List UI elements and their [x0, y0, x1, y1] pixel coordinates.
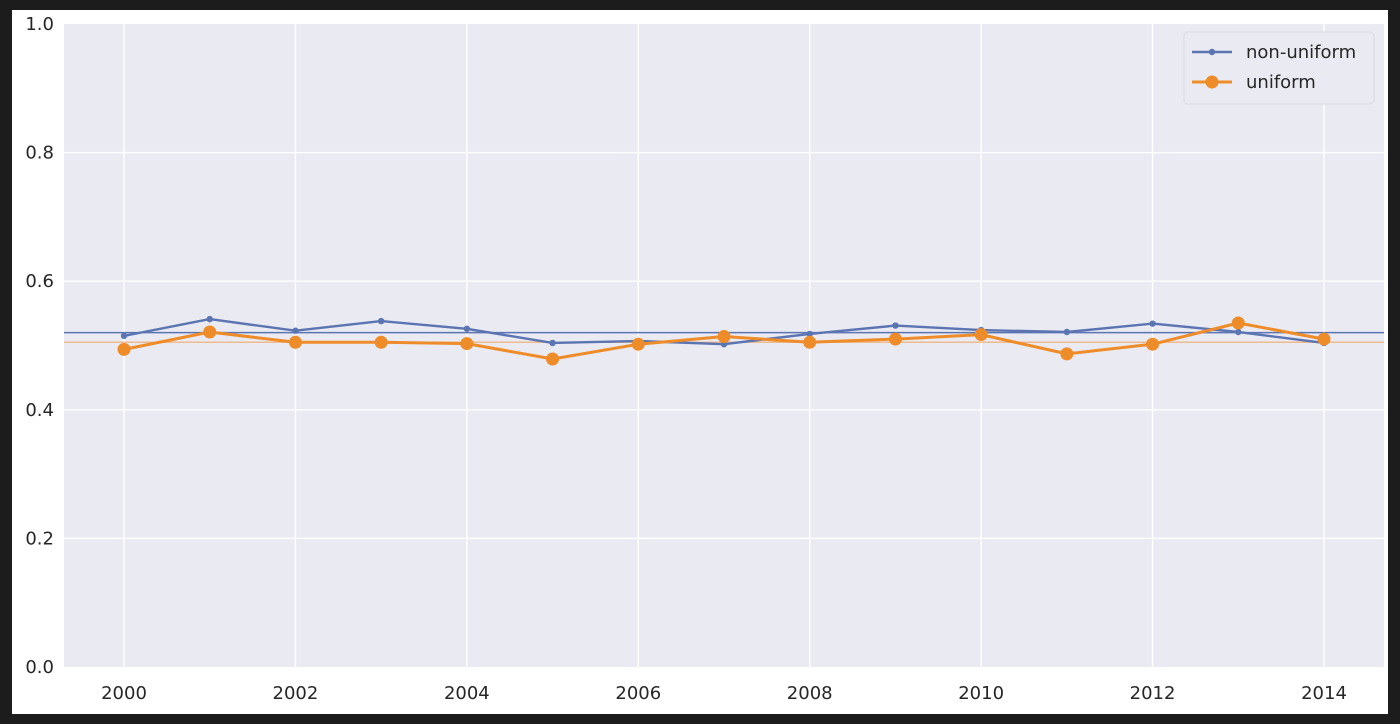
data-point	[1146, 337, 1160, 351]
data-point	[1149, 320, 1156, 327]
x-tick-label: 2010	[958, 683, 1004, 704]
data-point	[1063, 328, 1071, 336]
data-point	[288, 335, 302, 349]
y-tick-label: 0.8	[25, 143, 54, 164]
series-group	[117, 315, 1331, 366]
line-chart: 0.00.20.40.60.81.0 2000 2002 2004 2006 2008 2…	[25, 14, 1384, 704]
x-tick-label: 2014	[1301, 683, 1347, 704]
legend-box	[1183, 31, 1375, 105]
y-tick-label: 1.0	[25, 14, 54, 35]
data-point	[203, 325, 217, 339]
x-axis-ticks: 2000 2002 2004 2006 2008 2010 2012 2014	[101, 683, 1347, 704]
y-tick-label: 0.4	[25, 400, 54, 421]
data-point	[974, 328, 988, 342]
data-point	[546, 352, 560, 366]
data-point	[117, 342, 131, 356]
data-point	[803, 335, 817, 349]
data-point	[892, 322, 899, 329]
data-point	[631, 337, 645, 351]
x-tick-label: 2002	[273, 683, 319, 704]
legend-label: non-uniform	[1246, 42, 1356, 63]
data-point	[374, 335, 388, 349]
chart-frame: 0.0 0.2 0.4 0.6 0.8 1.0 2000 2002 2004 2006 2008 2…	[12, 10, 1388, 714]
y-axis-ticks: 0.0 0.2 0.4 0.6 0.8 1.0	[25, 14, 54, 678]
legend: non-uniform uniform	[1183, 31, 1375, 105]
data-point	[377, 317, 385, 325]
data-point	[806, 330, 813, 338]
data-point	[1060, 347, 1074, 361]
data-point	[460, 337, 474, 351]
data-point	[463, 325, 471, 332]
data-point	[120, 332, 128, 340]
y-tick-label: 0.6	[25, 271, 54, 292]
x-tick-label: 2006	[615, 683, 661, 704]
legend-label: uniform	[1246, 72, 1316, 93]
legend-swatch-marker	[1205, 75, 1219, 89]
x-tick-label: 2012	[1130, 683, 1176, 704]
data-point	[1231, 316, 1245, 330]
x-tick-label: 2004	[444, 683, 490, 704]
data-point	[292, 327, 299, 334]
series-uniform	[117, 316, 1331, 366]
x-tick-label: 2000	[101, 683, 147, 704]
data-point	[888, 332, 902, 346]
y-tick-label: 0.0	[25, 657, 54, 678]
data-point	[717, 329, 731, 343]
data-point	[206, 315, 213, 323]
x-tick-label: 2008	[787, 683, 833, 704]
legend-swatch-marker	[1208, 48, 1216, 56]
data-point	[1235, 328, 1242, 336]
data-point	[1317, 332, 1331, 346]
data-point	[549, 339, 556, 347]
y-tick-label: 0.2	[25, 528, 54, 549]
